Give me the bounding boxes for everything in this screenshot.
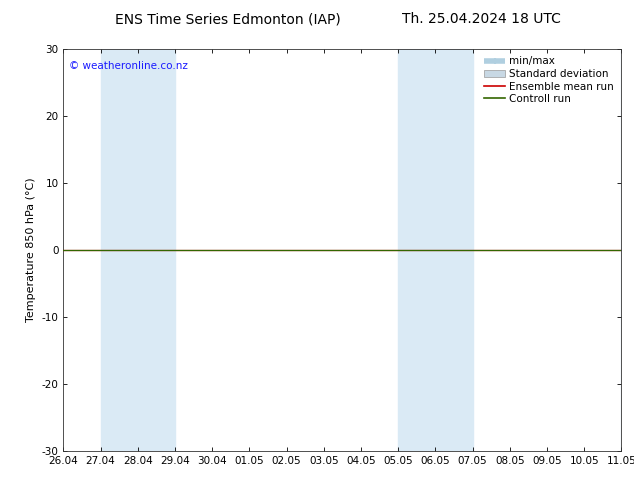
Bar <box>436 49 472 451</box>
Text: © weatheronline.co.nz: © weatheronline.co.nz <box>69 61 188 71</box>
Y-axis label: Temperature 850 hPa (°C): Temperature 850 hPa (°C) <box>26 177 36 322</box>
Text: ENS Time Series Edmonton (IAP): ENS Time Series Edmonton (IAP) <box>115 12 341 26</box>
Bar <box>101 49 138 451</box>
Bar <box>398 49 436 451</box>
Bar <box>138 49 175 451</box>
Text: Th. 25.04.2024 18 UTC: Th. 25.04.2024 18 UTC <box>403 12 561 26</box>
Legend: min/max, Standard deviation, Ensemble mean run, Controll run: min/max, Standard deviation, Ensemble me… <box>482 54 616 106</box>
Bar <box>621 49 634 451</box>
